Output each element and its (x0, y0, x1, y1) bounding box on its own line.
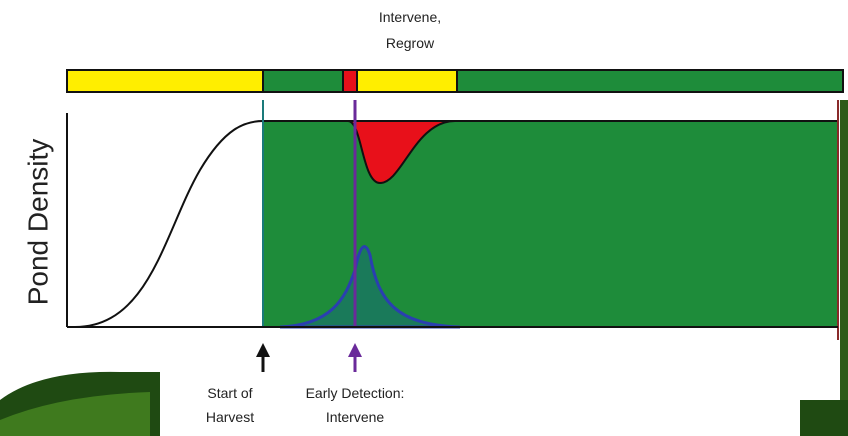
corner-decoration (0, 392, 150, 436)
bar-segment (262, 69, 344, 93)
bar-segment (342, 69, 358, 93)
annotation-text: Intervene, (379, 9, 441, 25)
detection-peak (279, 245, 461, 329)
label-text: Start of (207, 385, 252, 401)
bar-segment (356, 69, 458, 93)
arrow-head (348, 343, 362, 357)
red-dip (347, 120, 456, 185)
corner-decoration (800, 400, 848, 436)
y-axis-label: Pond Density (22, 139, 53, 306)
bar-segment (456, 69, 844, 93)
label-text: Harvest (206, 409, 254, 425)
bar-segment (66, 69, 264, 93)
label-text: Early Detection: (306, 385, 405, 401)
arrow-head (256, 343, 270, 357)
label-text: Intervene (326, 409, 385, 425)
status-bar (66, 69, 844, 93)
annotation-text: Regrow (386, 35, 435, 51)
edge-decoration (840, 100, 848, 436)
growth-curve (74, 120, 264, 328)
